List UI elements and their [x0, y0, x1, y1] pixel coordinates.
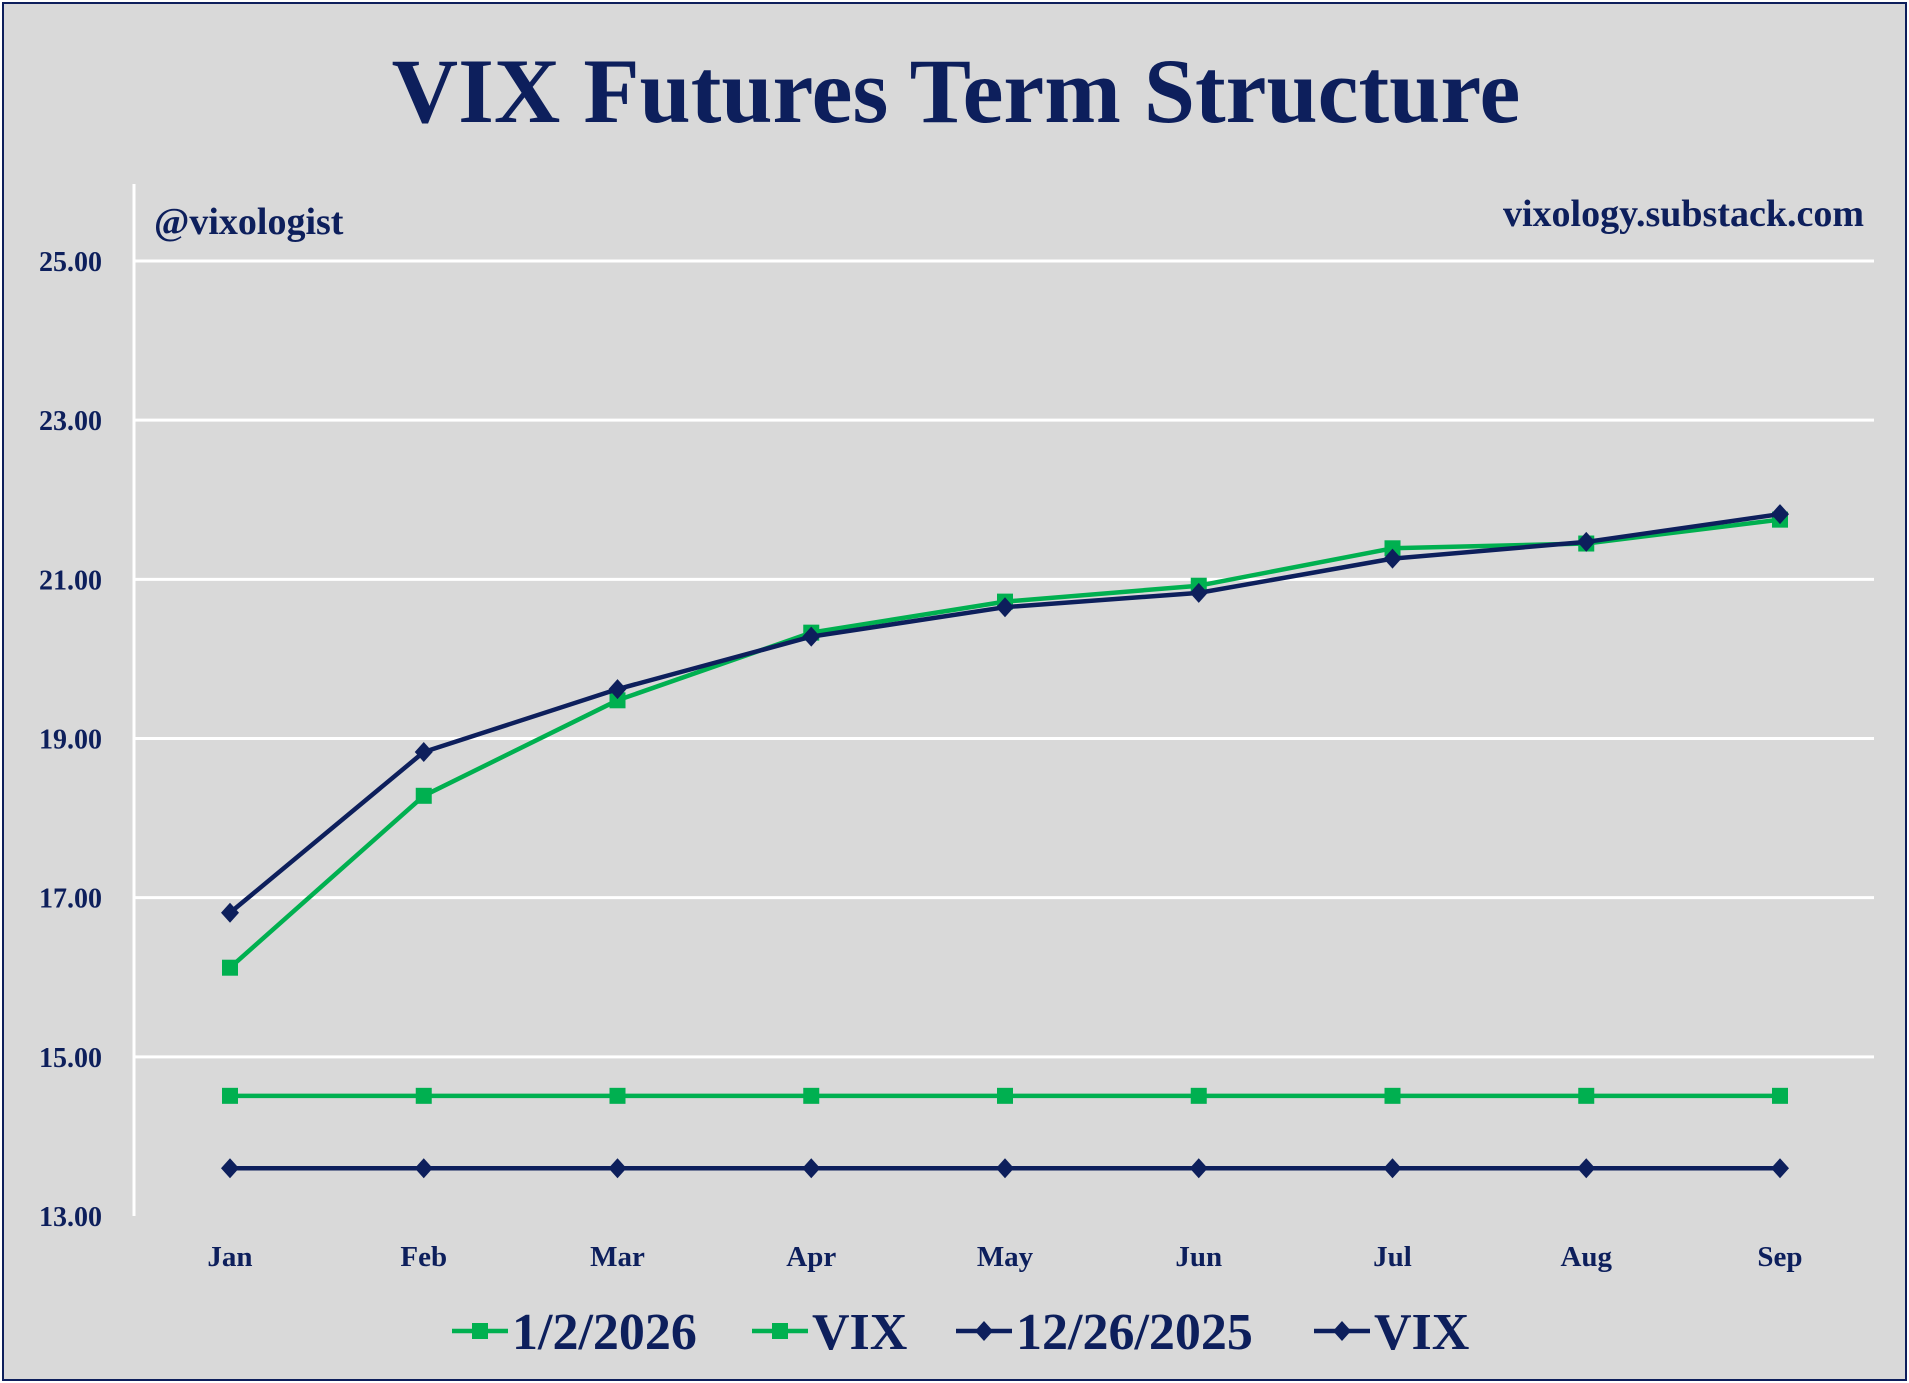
legend-swatch-marker — [1333, 1321, 1351, 1341]
data-point-1-1 — [415, 1087, 432, 1104]
data-point-3-7 — [1577, 1158, 1596, 1179]
legend-entry-3: VIX — [1314, 1304, 1469, 1361]
data-point-3-3 — [802, 1158, 821, 1179]
data-point-2-0 — [221, 902, 239, 923]
x-tick-label: Aug — [1560, 1241, 1612, 1273]
legend-swatch-marker — [975, 1321, 993, 1341]
data-point-2-3 — [802, 626, 821, 647]
legend-label: VIX — [1374, 1304, 1469, 1361]
legend-label: 1/2/2026 — [512, 1304, 697, 1361]
data-point-1-2 — [609, 1087, 626, 1104]
data-point-3-4 — [996, 1158, 1014, 1179]
y-tick-label: 13.00 — [39, 1202, 102, 1233]
data-point-3-2 — [608, 1158, 627, 1179]
data-point-2-6 — [1383, 548, 1402, 569]
legend-entry-2: 12/26/2025 — [956, 1304, 1253, 1361]
data-point-0-6 — [1384, 540, 1401, 557]
series-line-2 — [228, 511, 1781, 915]
data-point-2-1 — [414, 742, 433, 763]
y-tick-label: 17.00 — [39, 884, 102, 915]
data-point-2-5 — [1189, 582, 1208, 603]
legend-entry-0: 1/2/2026 — [452, 1304, 697, 1361]
x-tick-label: Mar — [590, 1241, 645, 1273]
legend-entry-1: VIX — [752, 1304, 907, 1361]
chart-svg: VIX Futures Term Structure @vixologist v… — [39, 40, 1874, 1361]
data-point-1-8 — [1772, 1087, 1788, 1104]
data-point-2-8 — [1771, 504, 1789, 525]
data-point-2-4 — [996, 597, 1014, 618]
x-tick-label: Jun — [1175, 1241, 1222, 1273]
y-tick-label: 15.00 — [39, 1043, 102, 1074]
data-point-3-1 — [414, 1158, 433, 1179]
y-tick-label: 21.00 — [39, 565, 102, 596]
data-point-1-6 — [1384, 1087, 1401, 1104]
legend-layer: 1/2/2026 VIX 12/26/2025 VIX — [452, 1304, 1469, 1361]
series-3 — [221, 1158, 1789, 1179]
data-point-3-6 — [1383, 1158, 1402, 1179]
x-tick-label: Apr — [786, 1241, 836, 1273]
data-point-0-1 — [415, 787, 432, 804]
axis-layer: 13.00 15.00 17.00 19.00 21.00 23.00 25.00 Jan Fe… — [39, 184, 1803, 1273]
data-point-2-7 — [1577, 531, 1596, 552]
handle-annotation: @vixologist — [154, 201, 344, 243]
data-point-1-7 — [1578, 1087, 1595, 1104]
chart-title: VIX Futures Term Structure — [392, 40, 1521, 142]
series-1 — [222, 1087, 1788, 1104]
series-layer — [221, 504, 1789, 1179]
data-point-0-0 — [222, 959, 238, 976]
legend-label: 12/26/2025 — [1016, 1304, 1253, 1361]
data-point-2-2 — [608, 679, 627, 700]
y-tick-label: 19.00 — [39, 725, 102, 756]
y-tick-label: 23.00 — [39, 406, 102, 437]
x-tick-label: May — [977, 1241, 1034, 1273]
x-tick-label: Jul — [1373, 1241, 1412, 1273]
y-tick-label: 25.00 — [39, 247, 102, 278]
data-point-3-8 — [1771, 1158, 1789, 1179]
data-point-0-2 — [609, 692, 626, 709]
data-point-1-3 — [803, 1087, 820, 1104]
data-point-1-5 — [1190, 1087, 1207, 1104]
x-tick-label: Feb — [400, 1241, 447, 1273]
data-point-3-0 — [221, 1158, 239, 1179]
legend-swatch-marker — [772, 1323, 788, 1339]
legend-label: VIX — [812, 1304, 907, 1361]
grid-layer — [134, 259, 1874, 1059]
series-0 — [222, 511, 1788, 976]
data-point-1-4 — [997, 1087, 1013, 1104]
x-tick-label: Jan — [207, 1241, 252, 1273]
data-point-1-0 — [222, 1087, 238, 1104]
legend-swatch-marker — [472, 1323, 488, 1339]
series-line-0 — [228, 517, 1781, 970]
site-annotation: vixology.substack.com — [1503, 193, 1864, 235]
series-2 — [221, 504, 1789, 923]
data-point-3-5 — [1189, 1158, 1208, 1179]
x-tick-label: Sep — [1757, 1241, 1802, 1273]
